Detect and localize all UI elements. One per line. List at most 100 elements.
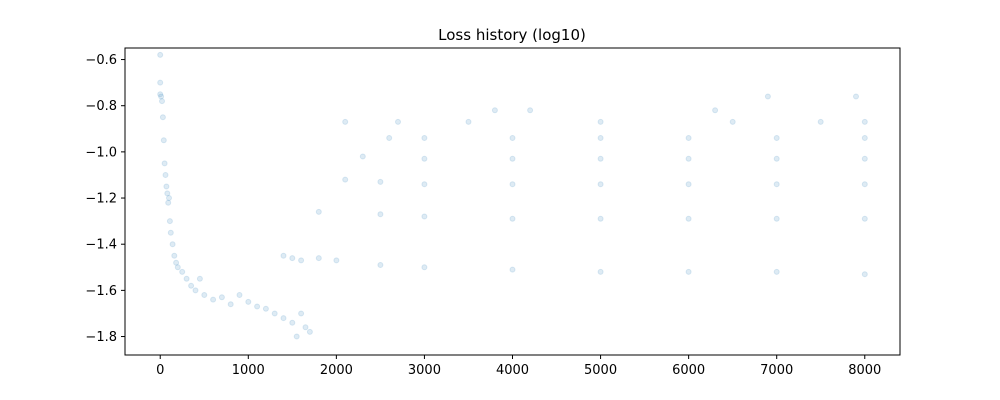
data-point (527, 107, 534, 114)
data-point (280, 252, 287, 259)
data-point (298, 257, 305, 264)
data-point (167, 229, 174, 236)
data-point (861, 181, 868, 188)
data-point (509, 215, 516, 222)
data-point (164, 190, 171, 197)
data-point (861, 155, 868, 162)
data-point (817, 118, 824, 125)
data-point (773, 135, 780, 141)
data-point (421, 181, 428, 188)
data-point (171, 252, 178, 259)
data-point (293, 333, 300, 340)
data-point (729, 118, 736, 125)
data-point (491, 107, 498, 114)
data-point (685, 268, 692, 275)
y-tick-label: −0.8 (85, 99, 117, 114)
data-point (685, 155, 692, 162)
data-point (597, 215, 604, 222)
x-axis: 0 1000 2000 3000 4000 5000 6000 7000 8000 (156, 355, 881, 378)
y-tick-label: −1.4 (85, 238, 117, 253)
data-point (861, 135, 868, 141)
data-point (597, 181, 604, 188)
data-point (342, 176, 349, 183)
data-point (509, 181, 516, 188)
chart-title: Loss history (log10) (438, 26, 586, 44)
data-point (861, 118, 868, 125)
data-point (169, 241, 176, 248)
data-point (421, 135, 428, 141)
data-point (192, 287, 199, 294)
data-point (597, 135, 604, 141)
data-point (306, 328, 313, 335)
data-point (712, 107, 719, 114)
data-point (280, 315, 287, 322)
data-point (685, 215, 692, 222)
data-point (685, 181, 692, 188)
data-point (377, 178, 384, 185)
data-point (773, 181, 780, 188)
data-point (597, 118, 604, 125)
data-point (163, 183, 170, 190)
data-point (377, 211, 384, 218)
data-point (174, 264, 181, 271)
data-point (377, 262, 384, 268)
data-point (289, 255, 296, 262)
data-point (861, 271, 868, 278)
data-point (764, 93, 771, 100)
data-point (157, 79, 164, 86)
data-point (227, 301, 234, 308)
data-point (262, 305, 269, 312)
x-tick-label: 0 (156, 363, 164, 378)
data-point (254, 303, 261, 310)
data-point (315, 208, 322, 215)
data-point (188, 282, 195, 289)
x-tick-label: 5000 (584, 363, 617, 378)
plot-area-frame (124, 47, 901, 356)
data-point (183, 275, 190, 282)
data-point (173, 259, 180, 266)
data-point (165, 199, 172, 206)
data-point (342, 118, 349, 125)
data-point (210, 296, 217, 303)
y-tick-label: −1.0 (85, 145, 117, 160)
data-point (236, 292, 243, 298)
data-point (218, 294, 225, 301)
data-point (773, 215, 780, 222)
x-tick-label: 6000 (672, 363, 705, 378)
data-point (161, 160, 168, 167)
data-point (509, 266, 516, 273)
data-point (160, 137, 167, 144)
data-point (359, 153, 366, 160)
y-axis: −1.8 −1.6 −1.4 −1.2 −1.0 −0.8 −0.6 (85, 53, 125, 345)
data-point (157, 51, 164, 58)
data-point (302, 324, 309, 331)
data-point (509, 155, 516, 162)
data-point (421, 213, 428, 220)
y-tick-label: −0.6 (85, 53, 117, 68)
data-point (245, 298, 252, 305)
data-point (201, 292, 208, 298)
data-point (421, 155, 428, 162)
data-point (685, 135, 692, 141)
data-point (465, 118, 472, 125)
y-tick-label: −1.2 (85, 192, 117, 207)
data-point (773, 268, 780, 275)
data-points (157, 51, 868, 340)
data-point (861, 215, 868, 222)
data-point (315, 255, 322, 262)
x-tick-label: 8000 (848, 363, 881, 378)
x-tick-label: 7000 (760, 363, 793, 378)
data-point (298, 310, 305, 317)
y-tick-label: −1.8 (85, 330, 117, 345)
data-point (597, 268, 604, 275)
data-point (179, 268, 186, 275)
data-point (157, 91, 164, 98)
data-point (289, 319, 296, 326)
x-tick-label: 1000 (232, 363, 265, 378)
data-point (386, 135, 393, 141)
data-point (166, 195, 172, 201)
data-point (395, 118, 401, 125)
data-point (159, 98, 165, 105)
